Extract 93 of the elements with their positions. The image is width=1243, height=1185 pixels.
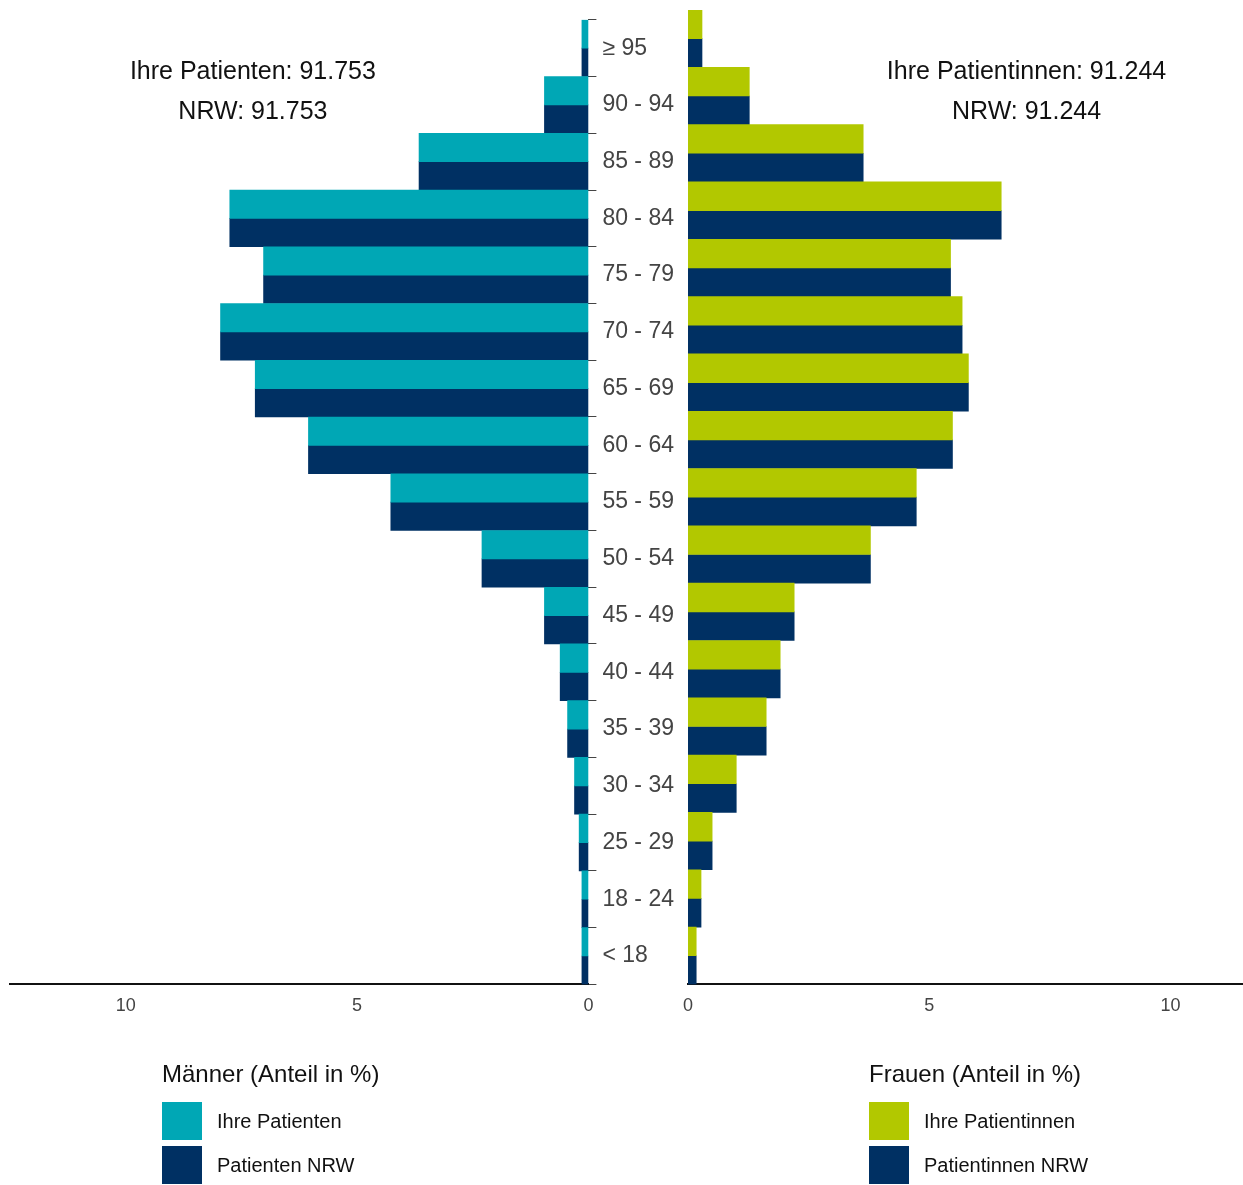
y-tick-label: 70 - 74	[602, 317, 675, 344]
bar	[263, 274, 589, 304]
legend-title: Männer (Anteil in %)	[162, 1060, 380, 1088]
y-tick-label: 75 - 79	[602, 260, 674, 287]
x-tick-label: 5	[352, 995, 363, 1016]
bar	[688, 468, 917, 498]
bar	[390, 473, 589, 503]
bar	[418, 132, 589, 162]
bar	[688, 152, 864, 183]
bar	[688, 324, 963, 355]
legend-label: Patienten NRW	[217, 1153, 355, 1177]
bar	[544, 615, 589, 645]
bar	[688, 10, 703, 39]
bar	[544, 104, 589, 134]
y-tick-label: 40 - 44	[602, 657, 675, 684]
y-tick-label: 60 - 64	[602, 430, 675, 457]
bar	[688, 554, 871, 584]
bar	[688, 124, 864, 154]
annotation: Ihre Patienten: 91.753	[129, 55, 376, 84]
bar	[688, 496, 917, 527]
x-tick-label: 10	[1160, 995, 1181, 1016]
bar	[688, 812, 713, 842]
bar	[567, 700, 589, 730]
bar	[578, 842, 589, 872]
bar	[559, 643, 589, 673]
bar	[688, 238, 951, 269]
bar	[559, 671, 589, 702]
x-tick-label: 0	[583, 995, 594, 1016]
bar	[688, 955, 697, 985]
bar	[688, 668, 781, 699]
bar	[688, 410, 953, 441]
bar	[567, 728, 589, 758]
bar	[308, 416, 589, 446]
y-tick-label: 65 - 69	[602, 373, 674, 400]
bar	[220, 303, 589, 333]
bar	[688, 95, 750, 125]
bar	[481, 558, 589, 588]
bar	[229, 218, 589, 248]
y-tick-label: 35 - 39	[602, 714, 674, 741]
x-tick-label: 5	[924, 995, 935, 1016]
bar	[688, 382, 969, 412]
bar	[688, 640, 781, 670]
bar	[390, 501, 589, 531]
bar	[254, 359, 589, 389]
bar	[688, 181, 1002, 211]
legend-title: Frauen (Anteil in %)	[869, 1060, 1083, 1088]
y-tick-label: 85 - 89	[602, 147, 674, 173]
annotation: Ihre Patientinnen: 91.244	[886, 55, 1167, 84]
bar	[688, 582, 795, 613]
bar	[544, 586, 589, 616]
bar	[578, 813, 589, 843]
bar	[229, 189, 589, 219]
y-tick-label: 30 - 34	[602, 771, 675, 798]
bar	[688, 353, 969, 383]
legend-label: Patientinnen NRW	[924, 1153, 1089, 1177]
y-tick-label: ≥ 95	[602, 33, 647, 60]
bar	[688, 525, 871, 555]
bar	[688, 869, 702, 899]
y-tick-label: 50 - 54	[602, 544, 675, 571]
legend-label: Ihre Patientinnen	[924, 1109, 1076, 1133]
x-tick-label: 10	[115, 995, 136, 1016]
y-tick-label: < 18	[602, 941, 648, 968]
bar	[544, 76, 589, 106]
bar	[688, 210, 1002, 240]
bar	[688, 697, 767, 727]
bar	[688, 783, 737, 813]
bar	[688, 926, 697, 957]
bar	[418, 161, 589, 191]
y-tick-label: 18 - 24	[602, 884, 675, 911]
bar	[574, 757, 589, 787]
annotation: NRW: 91.753	[178, 95, 328, 124]
bar	[688, 840, 713, 871]
legend-label: Ihre Patienten	[217, 1109, 342, 1133]
bar	[254, 388, 589, 418]
y-tick-label: 45 - 49	[602, 600, 674, 627]
bar	[688, 611, 795, 641]
bar	[688, 267, 951, 297]
bar	[688, 66, 750, 97]
bar	[481, 530, 589, 560]
bar	[263, 246, 589, 276]
bar	[688, 726, 767, 756]
bar	[688, 439, 953, 469]
bar	[688, 296, 963, 326]
bar	[688, 754, 737, 785]
x-tick-label: 0	[683, 995, 694, 1016]
bar	[308, 445, 589, 475]
annotation: NRW: 91.244	[951, 95, 1102, 124]
y-tick-label: 25 - 29	[602, 827, 674, 854]
bar	[574, 785, 589, 815]
y-tick-label: 55 - 59	[602, 487, 674, 514]
bar	[220, 331, 589, 361]
y-tick-label: 80 - 84	[602, 203, 675, 230]
y-tick-label: 90 - 94	[602, 90, 675, 117]
